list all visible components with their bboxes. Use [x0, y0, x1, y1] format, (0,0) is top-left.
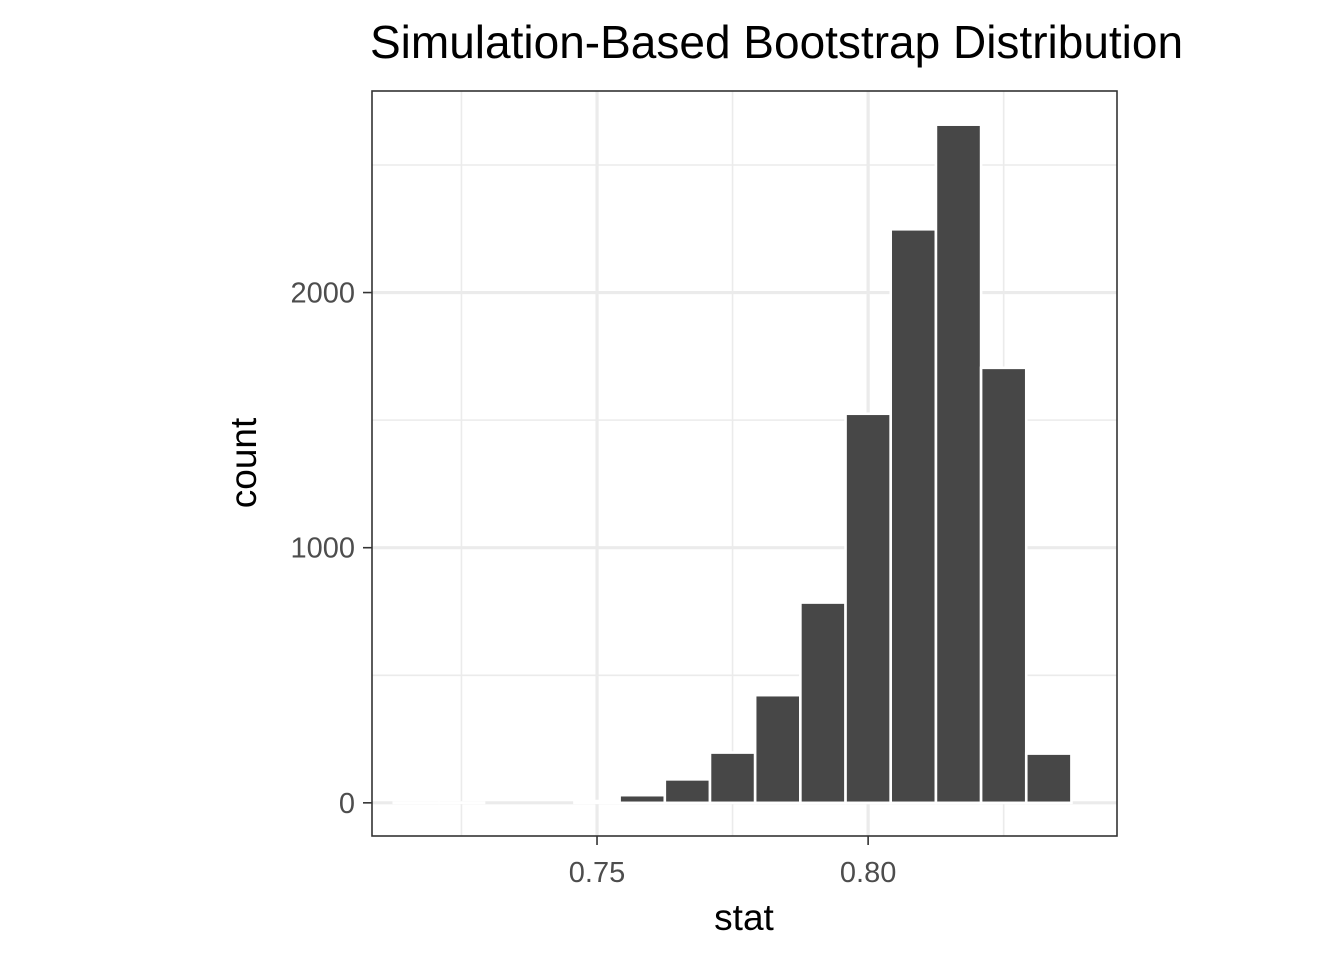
histogram-bar	[1024, 752, 1073, 805]
y-tick-label: 1000	[290, 533, 355, 565]
y-axis: 0 1000 2000	[290, 278, 372, 820]
histogram-bar	[708, 751, 757, 805]
histogram-bar	[889, 227, 938, 805]
y-axis-title: count	[223, 417, 264, 508]
y-tick-label: 2000	[290, 278, 355, 310]
histogram-bar	[934, 123, 983, 805]
histogram-bar	[663, 778, 712, 805]
histogram-bar	[979, 366, 1028, 805]
histogram-bars	[392, 123, 1073, 805]
histogram-bar	[844, 412, 893, 805]
histogram-bar	[573, 799, 621, 805]
x-axis: 0.75 0.80	[569, 836, 896, 889]
chart-title: Simulation-Based Bootstrap Distribution	[370, 16, 1183, 68]
panel-border	[371, 90, 1118, 837]
x-tick-label: 0.80	[840, 857, 896, 889]
y-tick-label: 0	[339, 788, 355, 820]
x-tick-label: 0.75	[569, 857, 625, 889]
histogram-bar	[618, 793, 667, 805]
histogram-bar	[753, 693, 802, 805]
x-axis-title: stat	[714, 897, 774, 938]
histogram-bar	[799, 601, 847, 805]
